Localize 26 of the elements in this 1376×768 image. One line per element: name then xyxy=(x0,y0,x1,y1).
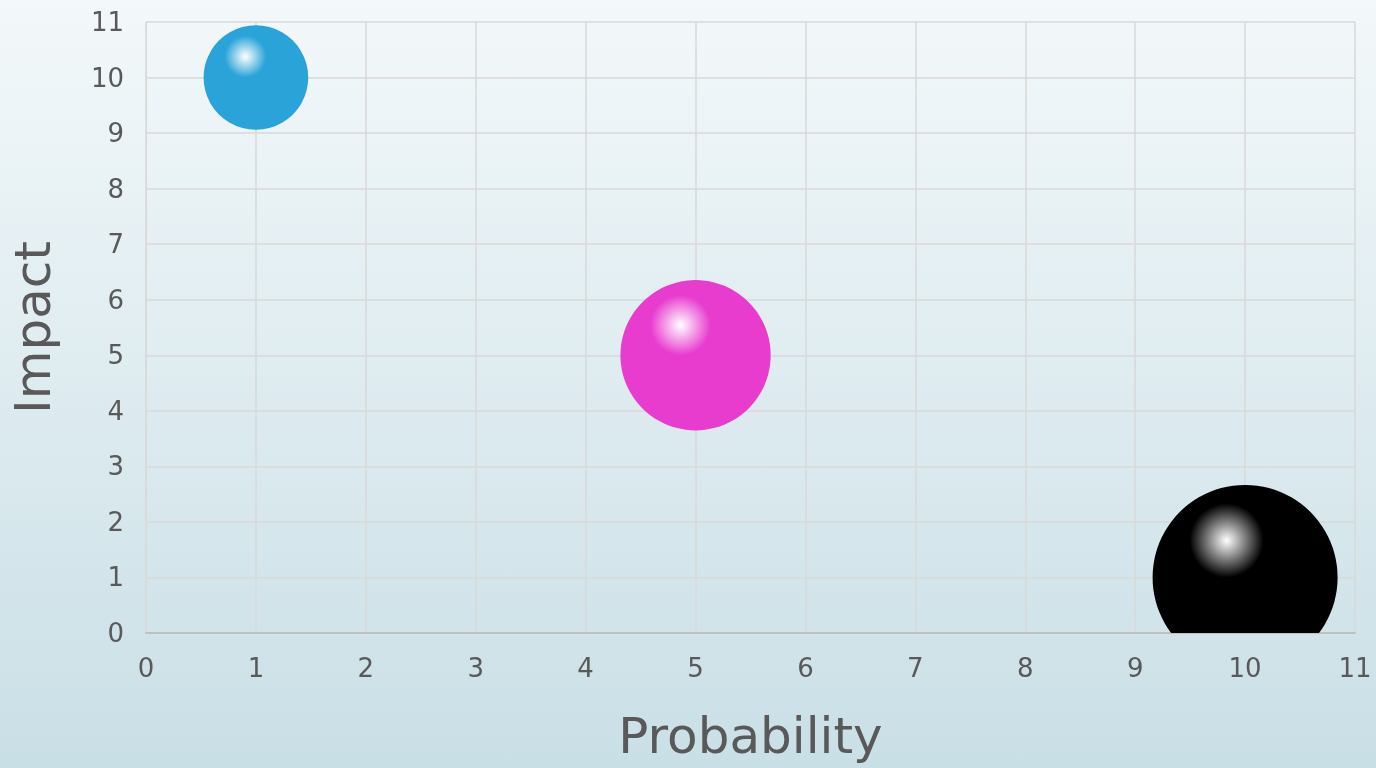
x-tick-label: 2 xyxy=(357,653,375,683)
y-tick-label: 4 xyxy=(107,395,124,426)
y-tick-label: 1 xyxy=(107,562,124,593)
x-tick-label: 6 xyxy=(797,653,814,683)
y-tick-label: 7 xyxy=(107,229,124,260)
y-tick-label: 2 xyxy=(107,506,124,537)
x-tick-label: 3 xyxy=(467,653,484,683)
x-tick-label: 9 xyxy=(1126,653,1144,683)
x-tick-label: 8 xyxy=(1017,653,1034,683)
x-tick-label: 1 xyxy=(247,653,265,683)
x-tick-label: 0 xyxy=(137,653,155,683)
y-tick-label: 3 xyxy=(107,451,124,482)
y-axis-title: Impact xyxy=(4,241,62,414)
x-tick-label: 10 xyxy=(1228,653,1262,683)
y-tick-label: 10 xyxy=(90,62,124,93)
y-tick-label: 9 xyxy=(107,118,124,149)
y-tick-label: 11 xyxy=(90,7,124,37)
x-tick-label: 11 xyxy=(1338,653,1372,683)
y-tick-label: 8 xyxy=(107,173,124,204)
y-tick-label: 6 xyxy=(107,284,124,315)
x-tick-label: 5 xyxy=(687,653,704,683)
x-axis-title: Probability xyxy=(618,707,883,765)
x-tick-label: 7 xyxy=(907,653,924,683)
x-tick-label: 4 xyxy=(577,653,594,683)
y-tick-label: 0 xyxy=(107,618,124,648)
y-tick-label: 5 xyxy=(107,340,124,371)
